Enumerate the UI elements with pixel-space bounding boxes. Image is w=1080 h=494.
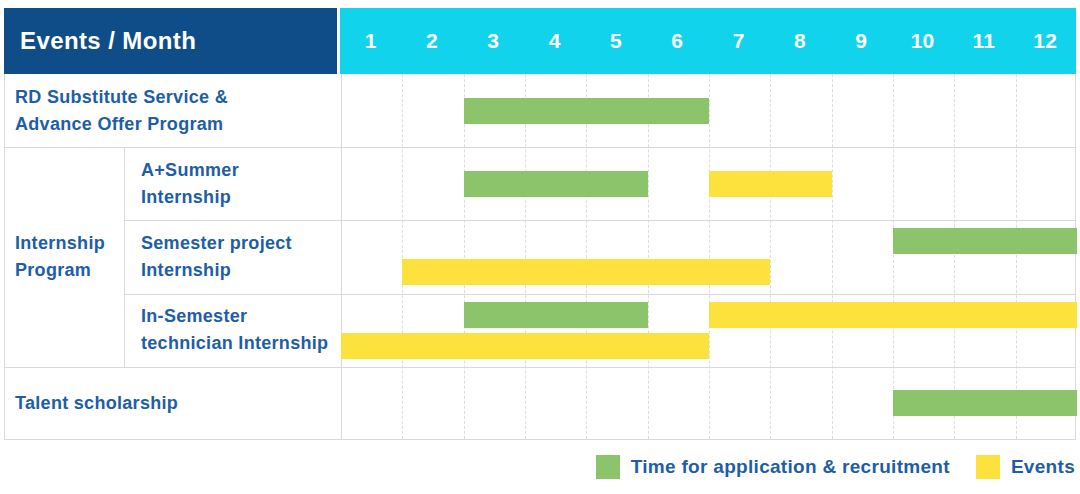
gantt-bar-recruitment bbox=[464, 171, 648, 197]
month-gridline bbox=[648, 74, 649, 439]
month-gridline bbox=[832, 74, 833, 439]
legend-swatch-recruitment bbox=[596, 455, 620, 479]
month-column-header: 7 bbox=[708, 8, 769, 74]
month-gridline bbox=[525, 74, 526, 439]
gantt-bar-recruitment bbox=[893, 390, 1077, 416]
month-gridline bbox=[586, 74, 587, 439]
gantt-bar-event bbox=[709, 302, 1077, 328]
month-column-header: 6 bbox=[647, 8, 708, 74]
gantt-bar-event bbox=[402, 259, 770, 285]
month-column-header: 8 bbox=[769, 8, 830, 74]
month-column-header: 11 bbox=[953, 8, 1014, 74]
gantt-bar-event bbox=[709, 171, 832, 197]
row-label: RD Substitute Service & Advance Offer Pr… bbox=[5, 74, 341, 147]
gantt-bar-recruitment bbox=[464, 302, 648, 328]
months-header-strip: 123456789101112 bbox=[340, 8, 1076, 74]
legend-label: Time for application & recruitment bbox=[631, 456, 950, 478]
month-column-header: 1 bbox=[340, 8, 401, 74]
legend-item: Time for application & recruitment bbox=[596, 455, 950, 479]
gantt-infographic: Events / Month 123456789101112 Internshi… bbox=[0, 0, 1080, 494]
month-gridline bbox=[954, 74, 955, 439]
legend-swatch-event bbox=[976, 455, 1000, 479]
legend-item: Events bbox=[976, 455, 1075, 479]
gantt-bar-recruitment bbox=[464, 98, 709, 124]
month-column-header: 12 bbox=[1015, 8, 1076, 74]
month-column-header: 9 bbox=[831, 8, 892, 74]
events-month-header-label: Events / Month bbox=[20, 27, 196, 55]
month-gridline bbox=[402, 74, 403, 439]
month-gridline bbox=[1016, 74, 1017, 439]
table-header-row: Events / Month 123456789101112 bbox=[4, 8, 1076, 74]
month-gridline bbox=[464, 74, 465, 439]
legend-label: Events bbox=[1011, 456, 1075, 478]
events-month-header-cell: Events / Month bbox=[4, 8, 340, 74]
month-column-header: 10 bbox=[892, 8, 953, 74]
group-cell-internship-program: Internship Program bbox=[5, 147, 125, 367]
month-gridline bbox=[770, 74, 771, 439]
row-label: Semester project Internship bbox=[125, 220, 341, 293]
legend: Time for application & recruitment Events bbox=[596, 452, 1075, 482]
row-label: A+Summer Internship bbox=[125, 147, 341, 220]
gantt-bar-recruitment bbox=[893, 228, 1077, 254]
row-label: In-Semester technician Internship bbox=[125, 294, 341, 367]
events-month-table: Events / Month 123456789101112 Internshi… bbox=[4, 8, 1076, 440]
label-months-divider bbox=[341, 74, 342, 439]
month-column-header: 3 bbox=[463, 8, 524, 74]
month-column-header: 4 bbox=[524, 8, 585, 74]
month-column-header: 2 bbox=[401, 8, 462, 74]
month-column-header: 5 bbox=[585, 8, 646, 74]
month-gridline bbox=[893, 74, 894, 439]
month-gridline bbox=[709, 74, 710, 439]
gantt-bar-event bbox=[341, 333, 709, 359]
gantt-body: Internship ProgramRD Substitute Service … bbox=[4, 74, 1076, 440]
row-label: Talent scholarship bbox=[5, 367, 341, 440]
